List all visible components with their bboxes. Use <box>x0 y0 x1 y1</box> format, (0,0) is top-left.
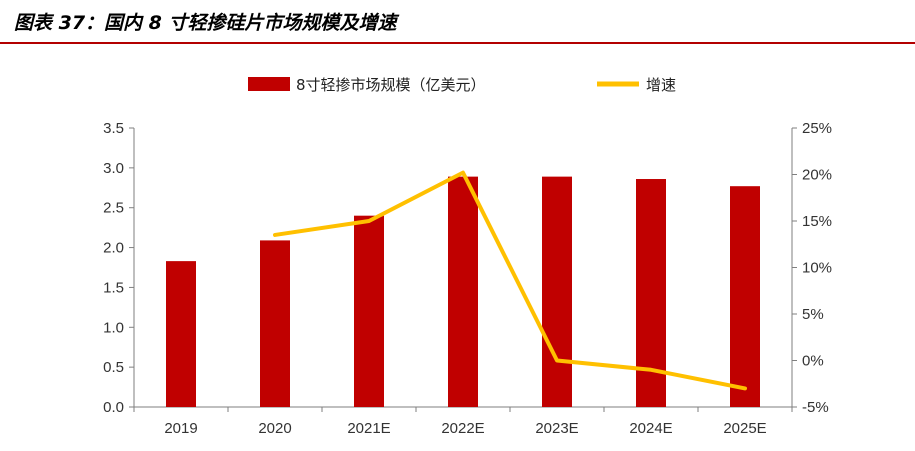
left-tick-label: 3.0 <box>103 160 124 177</box>
x-tick-label: 2023E <box>535 420 578 437</box>
x-tick-label: 2020 <box>258 420 291 437</box>
right-tick-label: 15% <box>802 213 832 230</box>
growth-point <box>744 387 746 389</box>
growth-point <box>462 172 464 174</box>
right-tick-label: 25% <box>802 120 832 137</box>
legend-line-label: 增速 <box>646 76 676 94</box>
growth-point <box>650 369 652 371</box>
left-tick-label: 1.5 <box>103 279 124 296</box>
right-tick-label: 5% <box>802 306 824 323</box>
left-tick-label: 2.5 <box>103 200 124 217</box>
bar <box>542 176 572 407</box>
bar-series <box>166 176 760 407</box>
left-tick-label: 3.5 <box>103 120 124 137</box>
x-tick-label: 2025E <box>723 420 766 437</box>
growth-point <box>556 360 558 361</box>
legend-bar-swatch <box>248 77 290 91</box>
left-tick-label: 1.0 <box>103 319 124 336</box>
bar <box>166 261 196 407</box>
legend: 8寸轻掺市场规模（亿美元） 增速 <box>248 76 676 94</box>
growth-line <box>273 170 747 391</box>
bar <box>354 215 384 407</box>
axes: 0.0 0.5 1.0 1.5 2.0 2.5 3.0 3.5 -5% 0% 5% 10% 15% 20%… <box>103 120 832 437</box>
left-tick-label: 2.0 <box>103 240 124 257</box>
figure-title: 图表 37：国内 8 寸轻掺硅片市场规模及增速 <box>14 12 397 34</box>
bar <box>730 186 760 407</box>
right-tick-label: 10% <box>802 260 832 277</box>
x-tick-label: 2021E <box>347 420 390 437</box>
growth-point <box>368 220 370 222</box>
x-tick-label: 2019 <box>164 420 197 437</box>
bar <box>260 240 290 407</box>
line-series-layer <box>273 170 747 391</box>
right-tick-label: -5% <box>802 399 829 416</box>
left-tick-label: 0.5 <box>103 359 124 376</box>
bar <box>448 176 478 407</box>
right-tick-label: 20% <box>802 167 832 184</box>
right-tick-label: 0% <box>802 353 824 370</box>
x-tick-label: 2024E <box>629 420 672 437</box>
left-tick-label: 0.0 <box>103 399 124 416</box>
x-tick-label: 2022E <box>441 420 484 437</box>
title-rule <box>0 42 915 44</box>
growth-point <box>274 234 276 236</box>
legend-bar-label: 8寸轻掺市场规模（亿美元） <box>296 76 486 94</box>
